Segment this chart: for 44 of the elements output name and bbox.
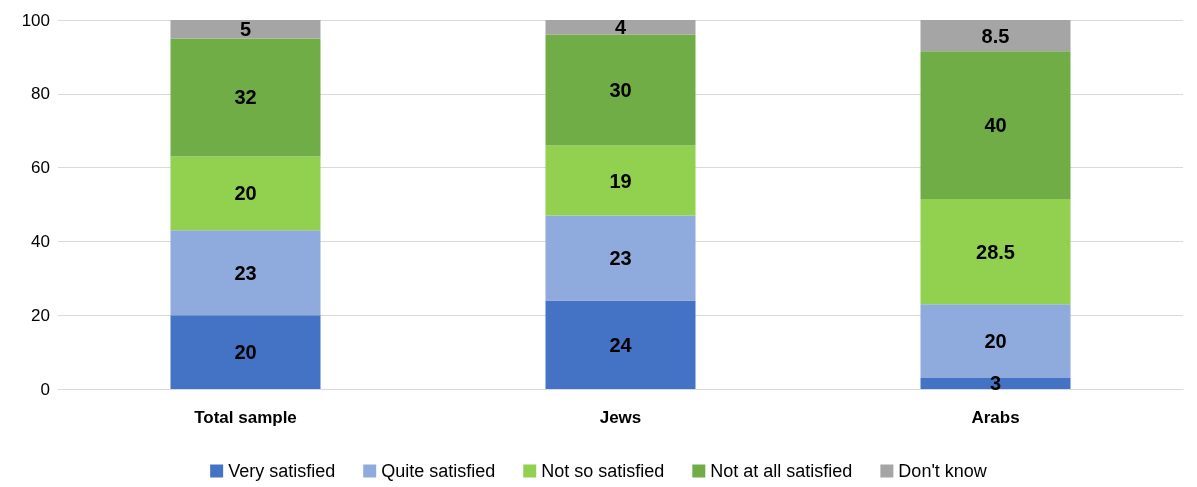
data-label: 4 (614, 16, 627, 39)
data-label: 8.5 (981, 24, 1010, 47)
y-tick-label: 40 (31, 231, 50, 251)
legend-label: Don't know (898, 461, 988, 481)
bar (920, 51, 1071, 199)
bar (920, 20, 1071, 52)
data-label: 24 (609, 333, 633, 356)
y-tick-label: 20 (31, 305, 50, 325)
y-tick-label: 80 (31, 84, 50, 104)
legend-label: Not so satisfied (541, 461, 665, 481)
data-label: 19 (609, 169, 632, 192)
data-label: 20 (984, 330, 1007, 353)
bar (170, 20, 321, 39)
data-label: 30 (609, 79, 632, 102)
bar (170, 230, 321, 316)
bar (545, 300, 696, 389)
bar (170, 38, 321, 157)
data-label: 40 (984, 114, 1007, 137)
data-label: 5 (239, 18, 252, 41)
bar (545, 215, 696, 301)
bar (920, 198, 1071, 305)
legend-label: Not at all satisfied (710, 461, 853, 481)
x-tick-label: Jews (599, 408, 642, 427)
data-label: 20 (234, 182, 257, 205)
data-label: 3 (989, 372, 1002, 395)
bar (545, 34, 696, 146)
data-label: 23 (234, 261, 257, 284)
y-tick-label: 60 (31, 158, 50, 178)
legend-label: Quite satisfied (381, 461, 496, 481)
x-tick-label: Arabs (971, 408, 1020, 427)
bar (545, 145, 696, 216)
legend-label: Very satisfied (228, 461, 336, 481)
bar (920, 304, 1071, 378)
data-label: 23 (609, 247, 632, 270)
bar (920, 377, 1071, 389)
bar (170, 315, 321, 389)
y-tick-label: 0 (40, 379, 50, 399)
bar (545, 20, 696, 35)
x-tick-label: Total sample (194, 408, 297, 427)
data-label: 32 (234, 86, 257, 109)
bar (170, 156, 321, 231)
data-label: 20 (234, 341, 257, 364)
y-tick-label: 100 (21, 10, 50, 30)
data-label: 28.5 (976, 240, 1015, 263)
